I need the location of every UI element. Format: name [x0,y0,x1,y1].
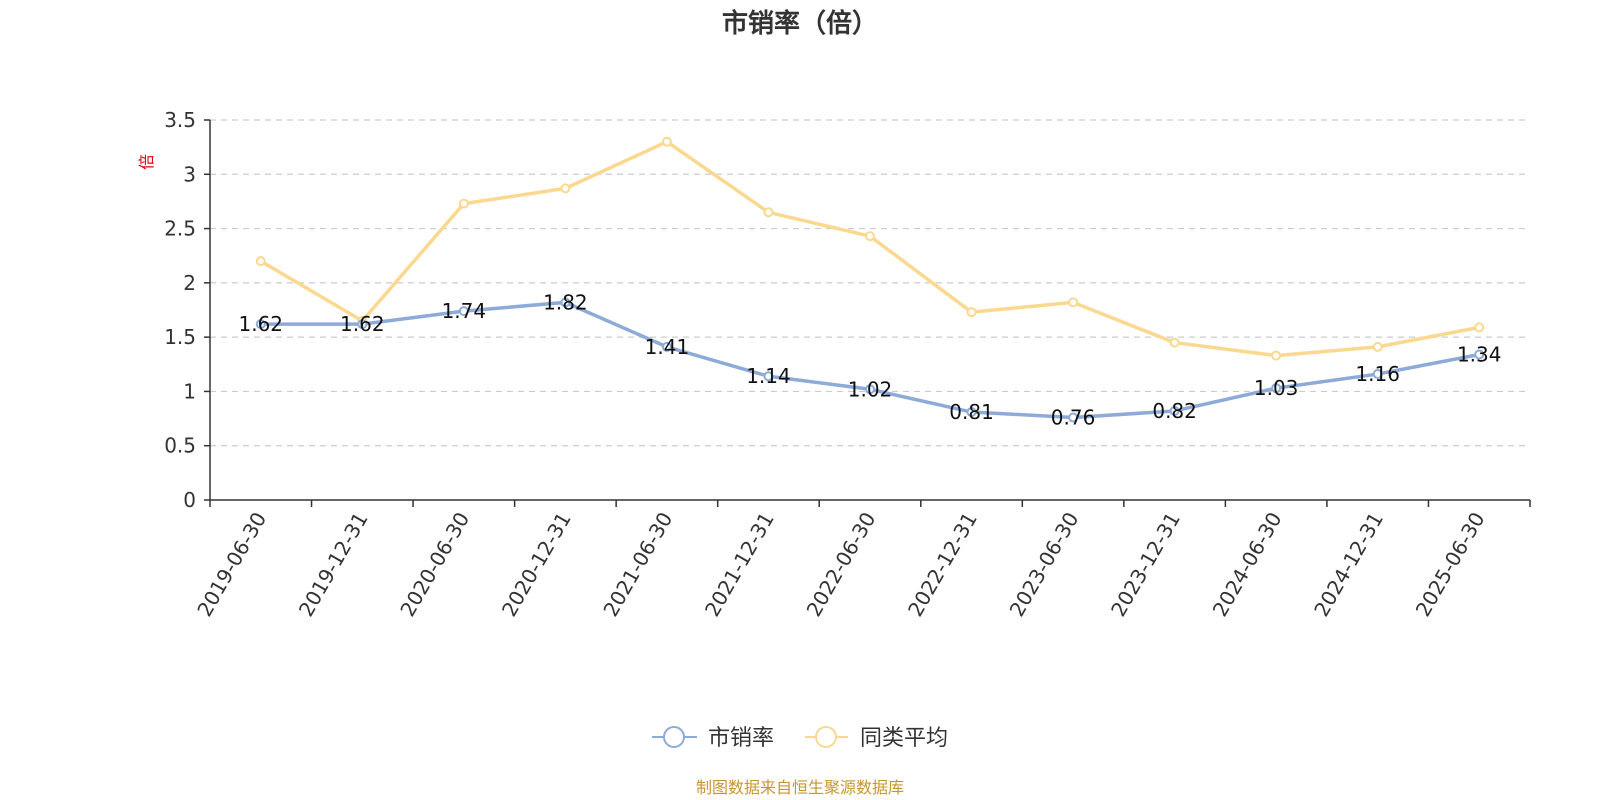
y-tick-label: 0.5 [164,434,196,458]
x-tick-label: 2020-12-31 [497,508,576,621]
x-tick-label: 2019-12-31 [294,508,373,621]
data-point [560,183,571,194]
data-point [763,371,774,382]
data-point [255,256,266,267]
data-point [966,407,977,418]
data-label: 1.74 [442,299,487,323]
y-tick-label: 3.5 [164,108,196,132]
data-point [1169,337,1180,348]
data-point [458,306,469,317]
y-tick-label: 1.5 [164,325,196,349]
x-tick-label: 2022-12-31 [903,508,982,621]
data-point [560,297,571,308]
data-point [966,307,977,318]
tick-labels: 0 0.5 1 1.5 2 2.5 3 3.5 2019-06-30 2019-12-31 2020… [164,108,1489,621]
x-tick-label: 2024-06-30 [1208,508,1287,621]
y-tick-label: 0 [183,488,196,512]
x-tick-label: 2021-06-30 [598,508,677,621]
x-tick-label: 2020-06-30 [395,508,474,621]
data-point [357,319,368,330]
x-tick-label: 2019-06-30 [192,508,271,621]
x-tick-label: 2024-12-31 [1309,508,1388,621]
data-point [661,341,672,352]
data-label: 1.14 [746,364,791,388]
source-note: 制图数据来自恒生聚源数据库 [696,778,904,797]
data-label: 1.82 [543,290,588,314]
data-label: 1.62 [239,312,284,336]
legend[interactable]: 市销率 同类平均 [652,726,948,751]
y-tick-label: 2 [183,271,196,295]
data-label: 0.76 [1051,405,1096,429]
data-point [1271,350,1282,361]
legend-item[interactable]: 市销率 [652,726,774,751]
data-point [865,384,875,395]
legend-label: 市销率 [708,726,774,751]
data-point [1372,369,1383,380]
axes [204,119,1531,507]
data-point [458,198,469,209]
data-point [1372,341,1383,352]
data-point [865,231,875,242]
data-point [661,136,672,147]
x-tick-label: 2023-06-30 [1005,508,1084,621]
data-label: 1.02 [848,377,893,401]
series-lines [255,136,1485,423]
data-label: 0.82 [1152,399,1197,423]
data-point [1474,322,1485,333]
x-tick-label: 2025-06-30 [1411,508,1490,621]
legend-marker [663,726,685,748]
data-point [1068,297,1079,308]
legend-marker [815,726,837,748]
y-tick-label: 3 [183,162,196,186]
chart-title: 市销率（倍） [722,8,878,39]
x-tick-label: 2022-06-30 [801,508,880,621]
data-label: 1.34 [1457,343,1502,367]
y-tick-label: 2.5 [164,217,196,241]
y-axis-label: 倍 [137,154,156,170]
data-label: 1.03 [1254,376,1299,400]
data-point [1271,383,1282,394]
data-point [1068,412,1079,423]
data-point [1474,349,1485,360]
x-tick-label: 2021-12-31 [700,508,779,621]
data-label: 1.16 [1355,362,1400,386]
data-label: 1.62 [340,312,385,336]
data-point [255,319,266,330]
data-label: 0.81 [949,400,994,424]
x-tick-label: 2023-12-31 [1106,508,1185,621]
y-tick-label: 1 [183,379,196,403]
data-point [1169,405,1180,416]
data-point [763,207,774,218]
gridlines [210,119,1530,447]
legend-label: 同类平均 [860,726,948,751]
legend-item[interactable]: 同类平均 [805,726,948,751]
data-labels: 1.62 1.62 1.74 1.82 1.41 1.14 1.02 0.81 0.76 0.82… [239,290,1502,429]
data-label: 1.41 [645,335,690,359]
